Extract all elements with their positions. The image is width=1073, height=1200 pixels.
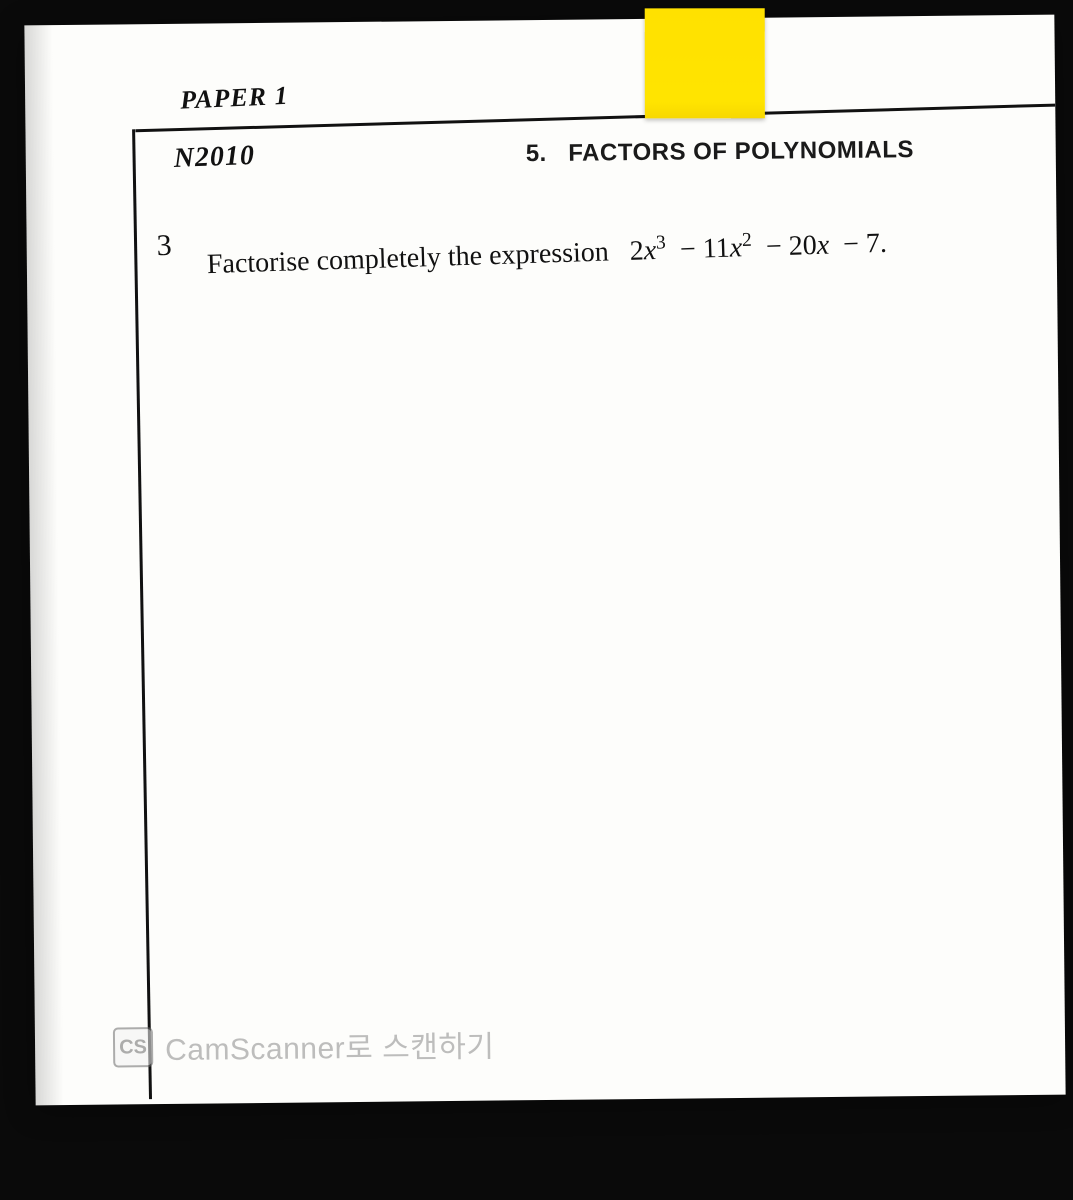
sticky-note	[645, 8, 765, 118]
section-number: 5.	[526, 140, 547, 167]
year-label: N2010	[173, 140, 255, 175]
section-title-text: FACTORS OF POLYNOMIALS	[568, 136, 914, 167]
left-edge-shadow	[24, 25, 63, 1105]
camscanner-text: CamScanner로 스캔하기	[165, 1022, 495, 1069]
scanned-page: PAPER 1 N2010 5. FACTORS OF POLYNOMIALS …	[24, 15, 1065, 1106]
camscanner-badge-icon: CS	[113, 1027, 153, 1067]
question-number: 3	[156, 229, 172, 264]
question-text: Factorise completely the expression 2x3 …	[206, 218, 1027, 286]
camscanner-watermark: CS CamScanner로 스캔하기	[113, 1022, 495, 1070]
section-title: 5. FACTORS OF POLYNOMIALS	[526, 136, 915, 168]
question-stem: Factorise completely the expression	[206, 236, 609, 280]
question-expression: 2x3 − 11x2 − 20x − 7.	[629, 228, 887, 267]
paper-label: PAPER 1	[180, 81, 290, 116]
left-rule	[132, 129, 152, 1099]
